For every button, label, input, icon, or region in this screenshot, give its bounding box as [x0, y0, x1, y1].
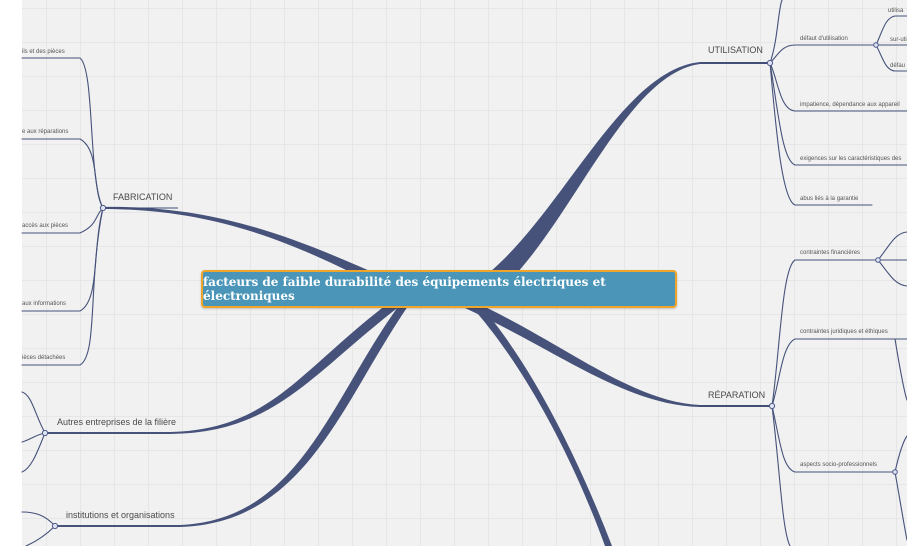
label-fabrication[interactable]: FABRICATION — [113, 192, 172, 202]
connector-central-bottom — [470, 305, 612, 546]
central-node[interactable]: facteurs de faible durabilité des équipe… — [201, 270, 677, 308]
knot-autres[interactable] — [41, 429, 49, 437]
connector-central-reparation — [465, 300, 772, 407]
reparation-child-socio[interactable]: aspects socio-professionnels — [800, 462, 877, 468]
fabrication-child-1[interactable]: ils et des pièces — [22, 49, 65, 55]
fabrication-child-3[interactable]: accès aux pièces — [22, 223, 68, 229]
utilisation-child-impatience[interactable]: impatience, dépendance aux appareil — [800, 102, 900, 108]
defaut-child-1[interactable]: utilisa — [888, 8, 904, 14]
knot-defaut[interactable] — [873, 42, 879, 48]
reparation-child-financieres[interactable]: contraintes financières — [800, 250, 860, 256]
label-institutions[interactable]: institutions et organisations — [66, 510, 175, 520]
utilisation-child-abus[interactable]: abus liés à la garantie — [800, 196, 859, 202]
label-utilisation[interactable]: UTILISATION — [708, 45, 763, 55]
knot-fabrication[interactable] — [99, 204, 107, 212]
utilisation-child-exigences[interactable]: exigences sur les caractéristiques des — [800, 156, 901, 162]
knot-financieres[interactable] — [875, 257, 881, 263]
knot-utilisation[interactable] — [766, 59, 774, 67]
defaut-child-2[interactable]: sur-uti — [890, 37, 907, 43]
fabrication-child-2[interactable]: e aux réparations — [22, 129, 68, 135]
label-autres[interactable]: Autres entreprises de la filière — [57, 417, 176, 427]
fabrication-child-4[interactable]: aux informations — [22, 301, 66, 307]
fabrication-child-5[interactable]: ièces détachées — [22, 355, 65, 361]
utilisation-child-defaut[interactable]: défaut d'utilisation — [800, 36, 848, 42]
connector-central-utilisation — [480, 62, 770, 290]
defaut-child-3[interactable]: défau — [890, 63, 905, 69]
knot-socio[interactable] — [892, 469, 898, 475]
label-reparation[interactable]: RÉPARATION — [708, 390, 765, 400]
left-margin — [0, 0, 22, 546]
connector-central-autres — [45, 302, 400, 434]
connector-central-institutions — [55, 304, 408, 527]
knot-reparation[interactable] — [768, 402, 776, 410]
knot-institutions[interactable] — [51, 522, 59, 530]
reparation-child-juridiques[interactable]: contraintes juridiques et éthiques — [800, 329, 888, 335]
